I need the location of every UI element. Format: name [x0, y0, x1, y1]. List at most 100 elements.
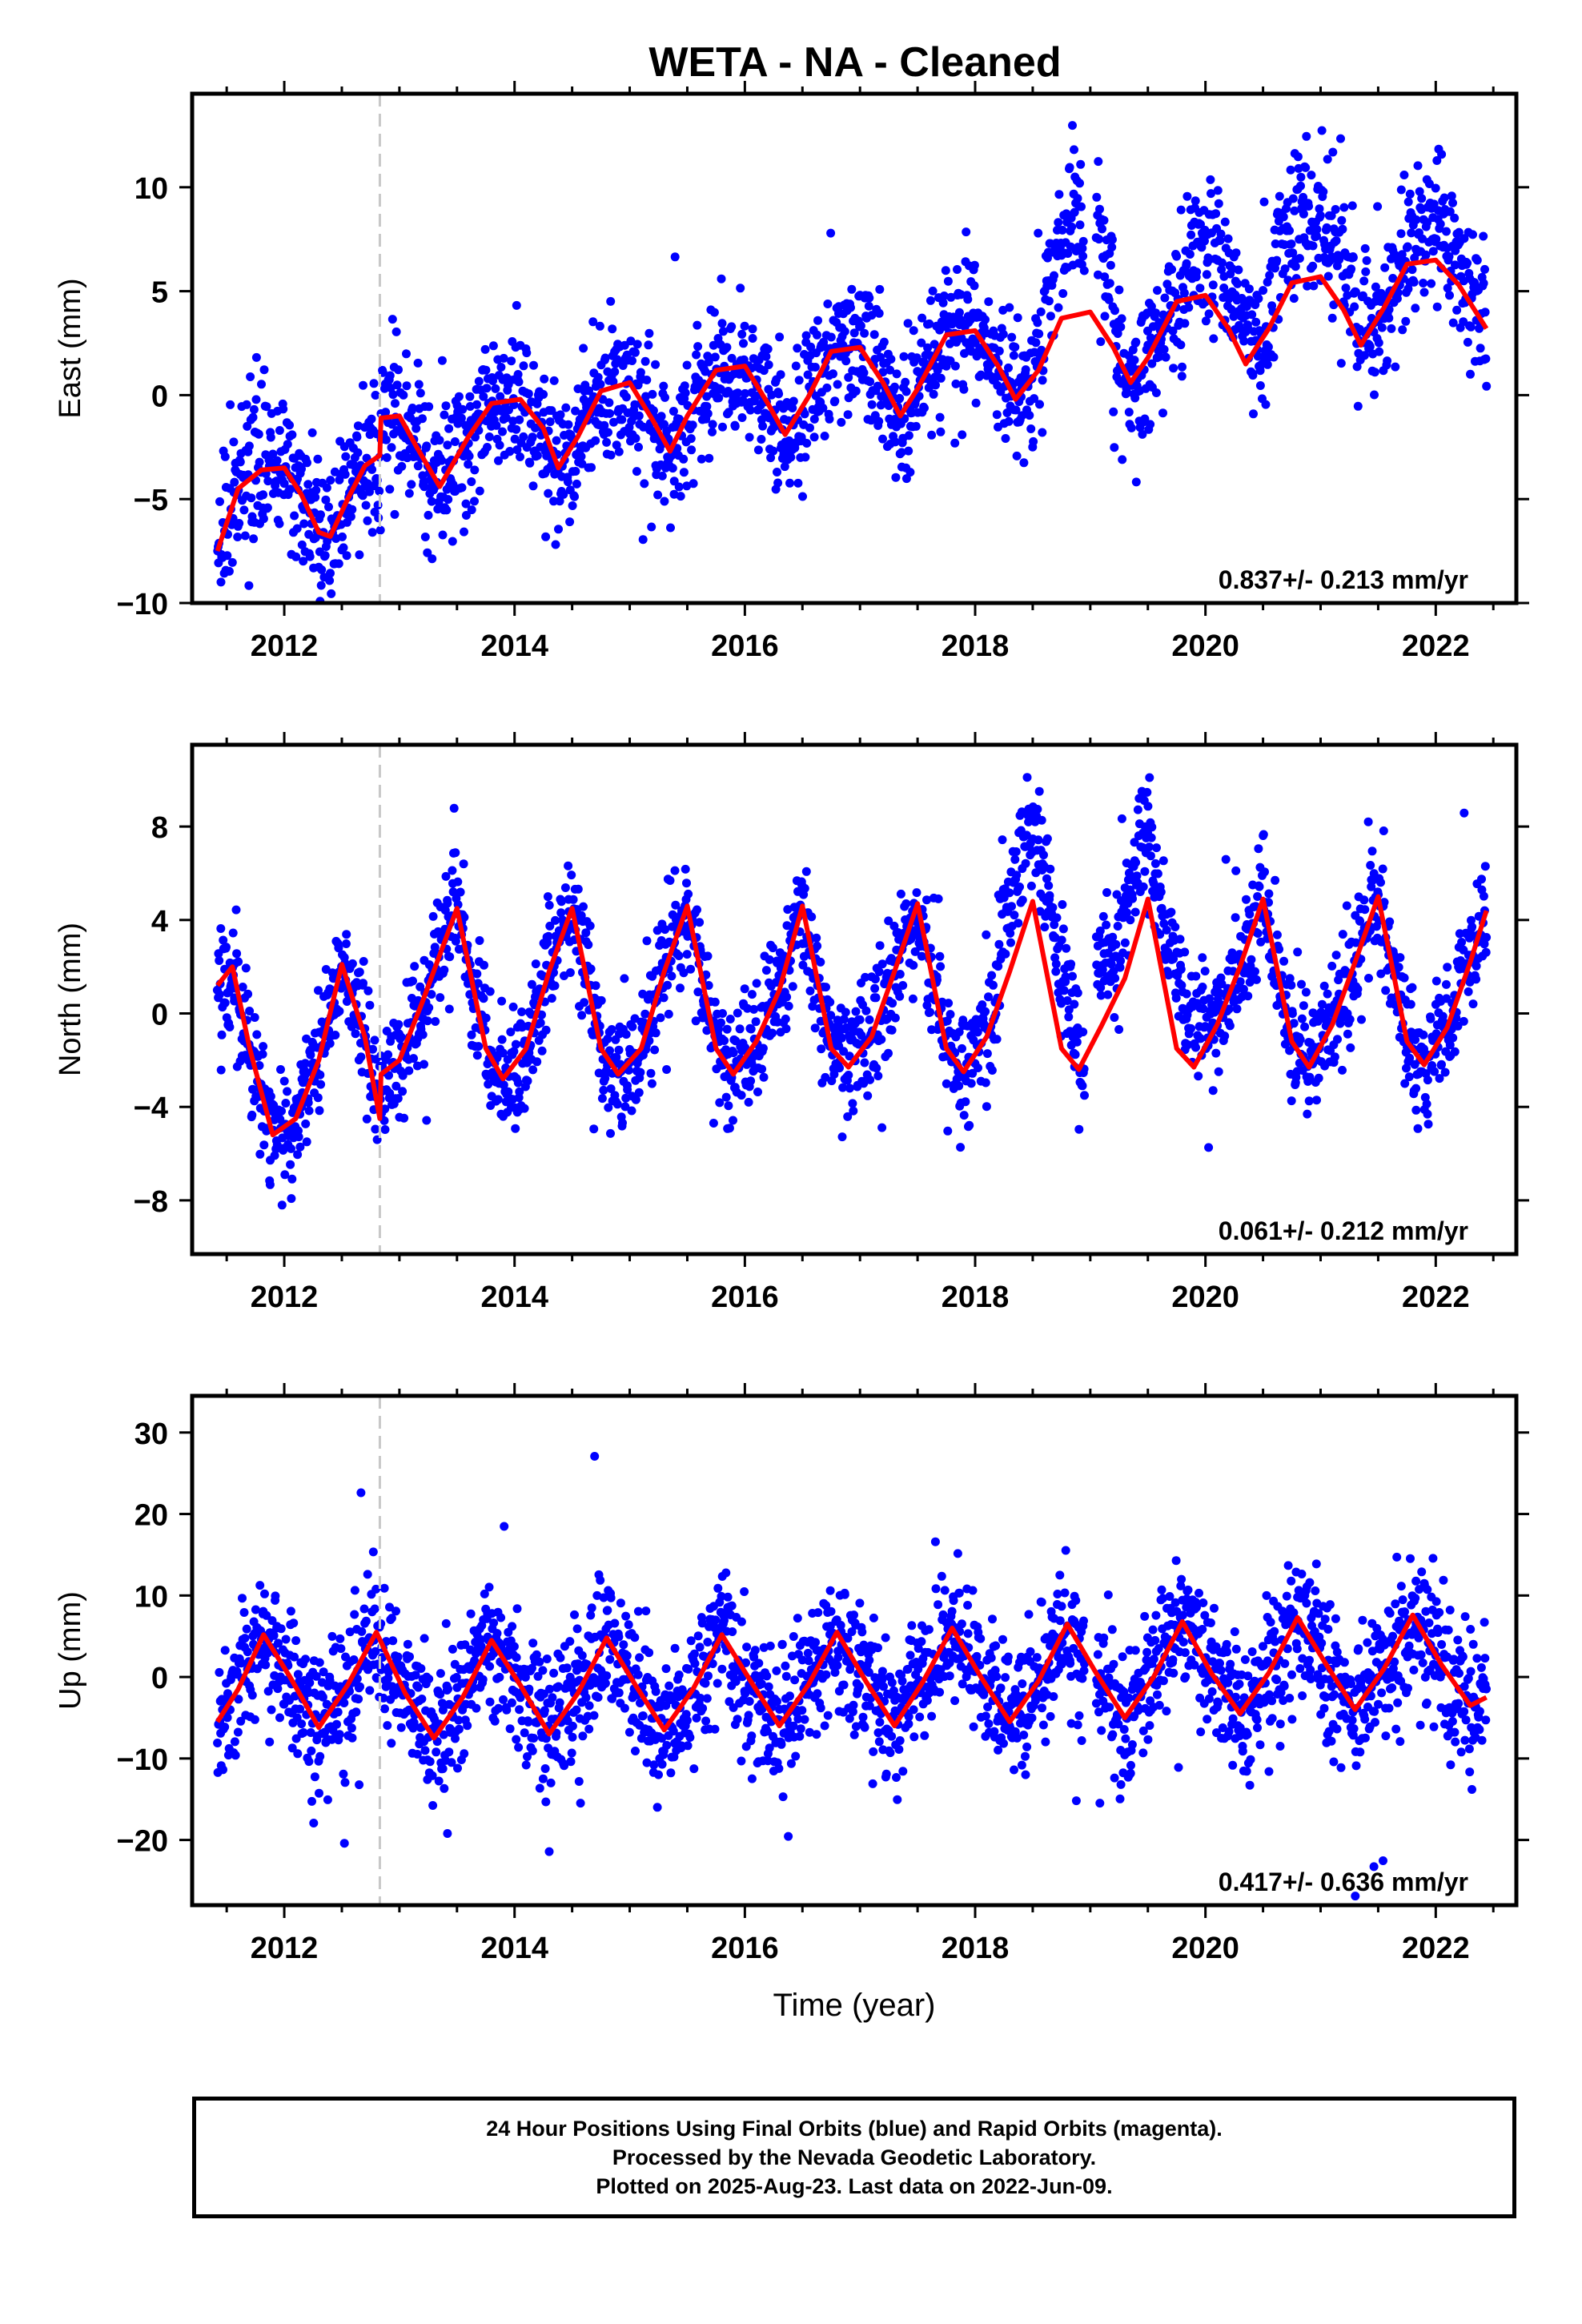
data-point	[652, 926, 662, 935]
data-point	[259, 1042, 268, 1051]
data-point	[1145, 773, 1154, 782]
data-point	[1029, 436, 1038, 446]
data-point	[1021, 858, 1030, 868]
data-point	[1361, 267, 1371, 276]
data-point	[617, 415, 627, 424]
data-point	[1263, 277, 1272, 287]
data-point	[420, 533, 430, 541]
data-point	[960, 348, 969, 358]
data-point	[1130, 356, 1139, 365]
data-point	[305, 552, 315, 561]
data-point	[520, 1104, 529, 1113]
data-point	[547, 406, 556, 416]
data-point	[606, 450, 616, 460]
data-point	[928, 286, 938, 296]
data-point	[492, 420, 501, 430]
data-point	[396, 1032, 406, 1042]
data-point	[430, 943, 440, 952]
data-point	[1146, 833, 1156, 842]
data-point	[1355, 916, 1365, 926]
data-point	[315, 1070, 325, 1080]
data-point	[927, 430, 937, 440]
data-point	[238, 983, 247, 991]
data-point	[246, 372, 255, 381]
data-point	[1199, 1004, 1208, 1014]
data-point	[606, 1128, 615, 1138]
data-point	[1201, 316, 1211, 326]
data-point	[727, 322, 737, 332]
data-point	[315, 1658, 324, 1667]
data-point	[829, 1070, 839, 1079]
data-point	[1385, 917, 1395, 927]
data-point	[1384, 305, 1394, 314]
data-point	[1054, 218, 1063, 227]
data-point	[1345, 1015, 1355, 1024]
x-tick-label: 2016	[711, 629, 779, 663]
data-point	[747, 990, 757, 999]
data-point	[1403, 242, 1412, 251]
data-point	[982, 930, 991, 939]
data-point	[416, 388, 425, 398]
data-point	[361, 501, 371, 510]
data-point	[1194, 1072, 1203, 1081]
data-point	[537, 1046, 547, 1055]
data-point	[1331, 236, 1341, 245]
data-point	[1033, 805, 1042, 814]
data-point	[806, 342, 816, 352]
data-point	[1111, 939, 1121, 949]
data-point	[968, 1068, 978, 1078]
data-point	[1198, 983, 1207, 991]
data-point	[954, 1027, 964, 1037]
data-point	[325, 576, 335, 585]
data-point	[1011, 847, 1021, 856]
data-point	[845, 1051, 854, 1061]
data-point	[234, 1695, 243, 1704]
data-point	[793, 478, 803, 488]
x-tick-label: 2014	[480, 629, 548, 663]
data-point	[958, 1043, 966, 1053]
data-point	[1065, 163, 1074, 172]
data-point	[266, 432, 275, 442]
data-point	[352, 432, 362, 442]
data-point	[473, 979, 483, 988]
data-point	[950, 361, 960, 371]
data-point	[424, 510, 433, 520]
data-point	[243, 421, 252, 431]
data-point	[926, 296, 935, 305]
data-point	[833, 380, 842, 389]
data-point	[305, 1678, 315, 1687]
data-point	[845, 1084, 854, 1093]
data-point	[605, 1046, 614, 1055]
data-point	[1459, 1016, 1468, 1026]
data-point	[351, 1707, 361, 1717]
data-point	[1176, 340, 1186, 350]
data-point	[897, 448, 906, 457]
data-point	[367, 528, 377, 537]
data-point	[1445, 207, 1455, 216]
data-point	[870, 983, 880, 993]
data-point	[1007, 902, 1016, 911]
data-point	[1275, 191, 1284, 201]
data-point	[400, 1113, 409, 1123]
data-point	[1297, 979, 1306, 989]
data-point	[1330, 1052, 1339, 1062]
data-point	[630, 348, 640, 357]
data-point	[709, 1119, 718, 1128]
data-point	[412, 424, 421, 433]
data-point	[1078, 1081, 1087, 1091]
data-point	[743, 1003, 752, 1013]
data-point	[766, 453, 776, 463]
data-point	[664, 1009, 673, 1019]
data-point	[820, 432, 829, 440]
data-point	[1133, 805, 1142, 814]
data-point	[340, 469, 350, 479]
data-point	[1367, 846, 1377, 856]
data-point	[287, 1743, 297, 1753]
data-point	[889, 921, 899, 931]
data-point	[1130, 838, 1139, 847]
data-point	[387, 420, 396, 429]
data-point	[1214, 199, 1223, 208]
data-point	[1058, 900, 1067, 909]
